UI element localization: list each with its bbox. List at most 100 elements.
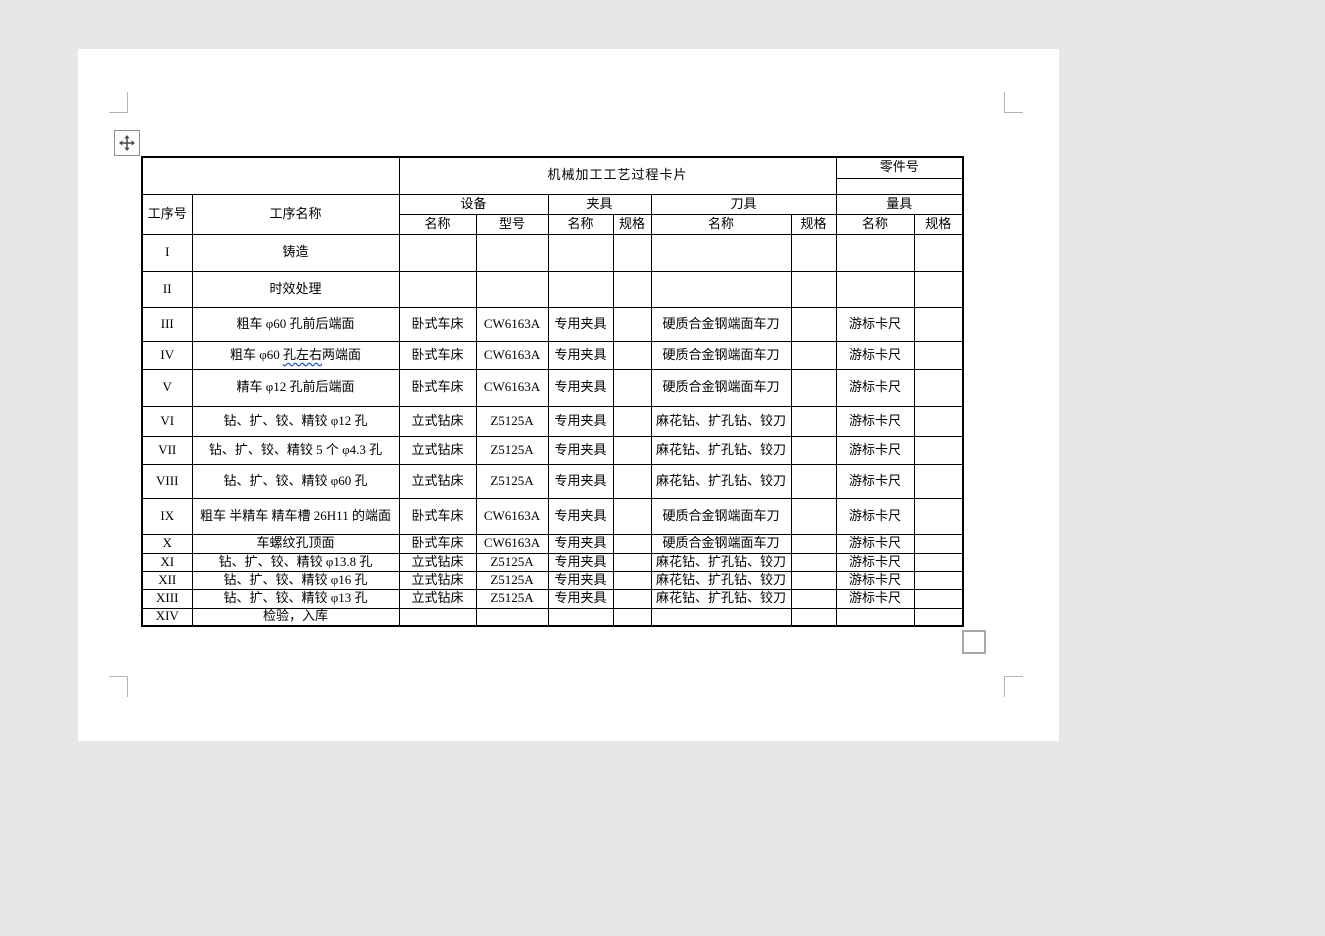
tool-spec-cell[interactable]	[790, 306, 837, 342]
tool-name-cell[interactable]: 硬质合金钢端面车刀	[650, 340, 792, 370]
fixture-name-cell[interactable]: 专用夹具	[547, 552, 614, 572]
tool-spec-cell[interactable]	[790, 552, 837, 572]
equipment-name-cell[interactable]: 卧式车床	[398, 306, 477, 342]
process-no-cell[interactable]: IX	[141, 497, 193, 535]
header-equipment-name[interactable]: 名称	[398, 213, 477, 235]
fixture-name-cell[interactable]: 专用夹具	[547, 368, 614, 407]
process-no-cell[interactable]: XII	[141, 570, 193, 590]
tool-spec-cell[interactable]	[790, 405, 837, 437]
gauge-spec-cell[interactable]	[913, 435, 964, 465]
process-no-cell[interactable]: III	[141, 306, 193, 342]
process-no-cell[interactable]: II	[141, 270, 193, 308]
process-name-cell[interactable]: 钻、扩、铰、精铰 φ13 孔	[191, 588, 400, 609]
process-no-cell[interactable]: VII	[141, 435, 193, 465]
equipment-model-cell[interactable]: CW6163A	[475, 306, 549, 342]
gauge-spec-cell[interactable]	[913, 306, 964, 342]
gauge-spec-cell[interactable]	[913, 607, 964, 627]
fixture-name-cell[interactable]: 专用夹具	[547, 588, 614, 609]
tool-spec-cell[interactable]	[790, 270, 837, 308]
process-no-cell[interactable]: IV	[141, 340, 193, 370]
gauge-spec-cell[interactable]	[913, 405, 964, 437]
fixture-spec-cell[interactable]	[612, 340, 652, 370]
fixture-spec-cell[interactable]	[612, 570, 652, 590]
part-no-value-cell[interactable]	[835, 177, 964, 195]
fixture-name-cell[interactable]: 专用夹具	[547, 497, 614, 535]
gauge-name-cell[interactable]: 游标卡尺	[835, 435, 915, 465]
process-no-cell[interactable]: XI	[141, 552, 193, 572]
equipment-model-cell[interactable]	[475, 270, 549, 308]
equipment-name-cell[interactable]: 卧式车床	[398, 533, 477, 554]
table-resize-handle[interactable]	[962, 630, 986, 654]
header-gauge[interactable]: 量具	[835, 193, 964, 215]
tool-name-cell[interactable]: 硬质合金钢端面车刀	[650, 533, 792, 554]
fixture-name-cell[interactable]	[547, 270, 614, 308]
tool-name-cell[interactable]	[650, 270, 792, 308]
process-name-cell[interactable]: 钻、扩、铰、精铰 5 个 φ4.3 孔	[191, 435, 400, 465]
fixture-name-cell[interactable]: 专用夹具	[547, 306, 614, 342]
gauge-spec-cell[interactable]	[913, 533, 964, 554]
gauge-spec-cell[interactable]	[913, 233, 964, 272]
gauge-spec-cell[interactable]	[913, 463, 964, 499]
equipment-name-cell[interactable]: 立式钻床	[398, 463, 477, 499]
process-name-cell[interactable]: 检验，入库	[191, 607, 400, 627]
equipment-name-cell[interactable]: 卧式车床	[398, 368, 477, 407]
tool-spec-cell[interactable]	[790, 497, 837, 535]
tool-name-cell[interactable]: 麻花钻、扩孔钻、铰刀	[650, 588, 792, 609]
table-move-handle[interactable]	[114, 130, 140, 156]
gauge-name-cell[interactable]: 游标卡尺	[835, 588, 915, 609]
gauge-name-cell[interactable]	[835, 233, 915, 272]
equipment-name-cell[interactable]: 立式钻床	[398, 435, 477, 465]
gauge-spec-cell[interactable]	[913, 270, 964, 308]
fixture-spec-cell[interactable]	[612, 368, 652, 407]
gauge-spec-cell[interactable]	[913, 552, 964, 572]
card-title[interactable]: 机械加工工艺过程卡片	[398, 156, 837, 195]
fixture-spec-cell[interactable]	[612, 497, 652, 535]
process-no-cell[interactable]: V	[141, 368, 193, 407]
header-gauge-name[interactable]: 名称	[835, 213, 915, 235]
process-name-cell[interactable]: 钻、扩、铰、精铰 φ16 孔	[191, 570, 400, 590]
gauge-name-cell[interactable]: 游标卡尺	[835, 306, 915, 342]
fixture-spec-cell[interactable]	[612, 588, 652, 609]
tool-name-cell[interactable]: 硬质合金钢端面车刀	[650, 368, 792, 407]
tool-name-cell[interactable]	[650, 233, 792, 272]
process-no-cell[interactable]: XIV	[141, 607, 193, 627]
tool-name-cell[interactable]: 硬质合金钢端面车刀	[650, 497, 792, 535]
gauge-name-cell[interactable]: 游标卡尺	[835, 533, 915, 554]
equipment-name-cell[interactable]: 立式钻床	[398, 570, 477, 590]
process-name-cell[interactable]: 车螺纹孔顶面	[191, 533, 400, 554]
process-name-cell[interactable]: 精车 φ12 孔前后端面	[191, 368, 400, 407]
tool-spec-cell[interactable]	[790, 607, 837, 627]
equipment-model-cell[interactable]: CW6163A	[475, 497, 549, 535]
fixture-spec-cell[interactable]	[612, 306, 652, 342]
process-name-cell[interactable]: 钻、扩、铰、精铰 φ12 孔	[191, 405, 400, 437]
equipment-model-cell[interactable]	[475, 607, 549, 627]
part-no-label-cell[interactable]: 零件号	[835, 156, 964, 179]
process-name-cell[interactable]: 钻、扩、铰、精铰 φ13.8 孔	[191, 552, 400, 572]
equipment-model-cell[interactable]: Z5125A	[475, 588, 549, 609]
fixture-name-cell[interactable]: 专用夹具	[547, 463, 614, 499]
equipment-model-cell[interactable]: CW6163A	[475, 533, 549, 554]
tool-name-cell[interactable]: 麻花钻、扩孔钻、铰刀	[650, 570, 792, 590]
process-name-cell[interactable]: 钻、扩、铰、精铰 φ60 孔	[191, 463, 400, 499]
fixture-name-cell[interactable]: 专用夹具	[547, 533, 614, 554]
header-equipment-model[interactable]: 型号	[475, 213, 549, 235]
header-fixture[interactable]: 夹具	[547, 193, 652, 215]
tool-spec-cell[interactable]	[790, 233, 837, 272]
gauge-name-cell[interactable]: 游标卡尺	[835, 497, 915, 535]
fixture-name-cell[interactable]	[547, 233, 614, 272]
header-gauge-spec[interactable]: 规格	[913, 213, 964, 235]
gauge-spec-cell[interactable]	[913, 497, 964, 535]
gauge-name-cell[interactable]: 游标卡尺	[835, 405, 915, 437]
equipment-model-cell[interactable]: Z5125A	[475, 463, 549, 499]
gauge-spec-cell[interactable]	[913, 340, 964, 370]
tool-spec-cell[interactable]	[790, 533, 837, 554]
fixture-name-cell[interactable]: 专用夹具	[547, 405, 614, 437]
tool-name-cell[interactable]	[650, 607, 792, 627]
process-no-cell[interactable]: VIII	[141, 463, 193, 499]
header-process-name[interactable]: 工序名称	[191, 193, 400, 235]
gauge-spec-cell[interactable]	[913, 368, 964, 407]
fixture-spec-cell[interactable]	[612, 463, 652, 499]
equipment-model-cell[interactable]: CW6163A	[475, 368, 549, 407]
equipment-model-cell[interactable]: Z5125A	[475, 570, 549, 590]
gauge-spec-cell[interactable]	[913, 570, 964, 590]
